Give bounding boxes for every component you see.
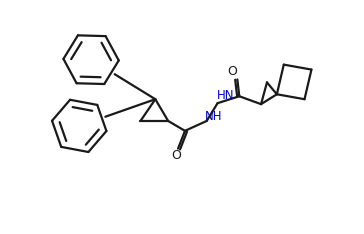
Text: HN: HN: [217, 89, 234, 102]
Text: O: O: [171, 149, 181, 162]
Text: O: O: [228, 65, 237, 78]
Text: NH: NH: [205, 110, 222, 124]
